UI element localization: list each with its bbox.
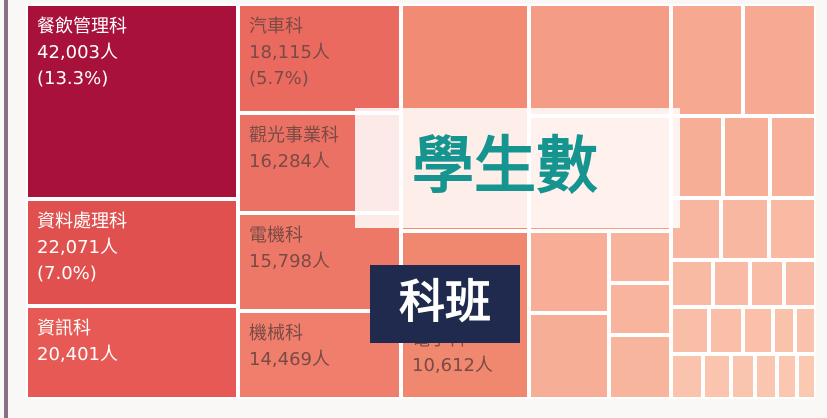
cell-label: 汽車科 bbox=[249, 16, 303, 37]
treemap-cell bbox=[26, 4, 238, 199]
cell-label: 資料處理科 bbox=[37, 211, 127, 232]
cell-label: 資訊科 bbox=[37, 318, 91, 339]
cell-percent-label: (5.7%) bbox=[249, 68, 309, 89]
cell-value-label: 16,284人 bbox=[249, 151, 330, 172]
cell-percent-label: (13.3%) bbox=[37, 68, 108, 89]
chart-title: 學生數 bbox=[412, 129, 598, 202]
cell-label: 餐飲管理科 bbox=[37, 16, 127, 37]
cell-value-label: 18,115人 bbox=[249, 42, 330, 63]
treemap-cell bbox=[26, 306, 238, 399]
cell-label: 電機科 bbox=[249, 225, 303, 246]
cell-value-label: 20,401人 bbox=[37, 344, 118, 365]
cell-label: 觀光事業科 bbox=[249, 125, 339, 146]
cell-value-label: 15,798人 bbox=[249, 251, 330, 272]
cell-percent-label: (7.0%) bbox=[37, 263, 97, 284]
cell-label: 機械科 bbox=[249, 323, 303, 344]
treemap-cell bbox=[238, 4, 401, 113]
cell-value-label: 10,612人 bbox=[412, 355, 493, 376]
cell-value-label: 14,469人 bbox=[249, 349, 330, 370]
edge-strip bbox=[4, 0, 8, 418]
title-box bbox=[355, 108, 680, 228]
subtitle-box bbox=[370, 265, 520, 343]
treemap-cell bbox=[26, 199, 238, 306]
cell-value-label: 42,003人 bbox=[37, 42, 118, 63]
cell-value-label: 22,071人 bbox=[37, 237, 118, 258]
subtitle: 科班 bbox=[399, 275, 491, 329]
